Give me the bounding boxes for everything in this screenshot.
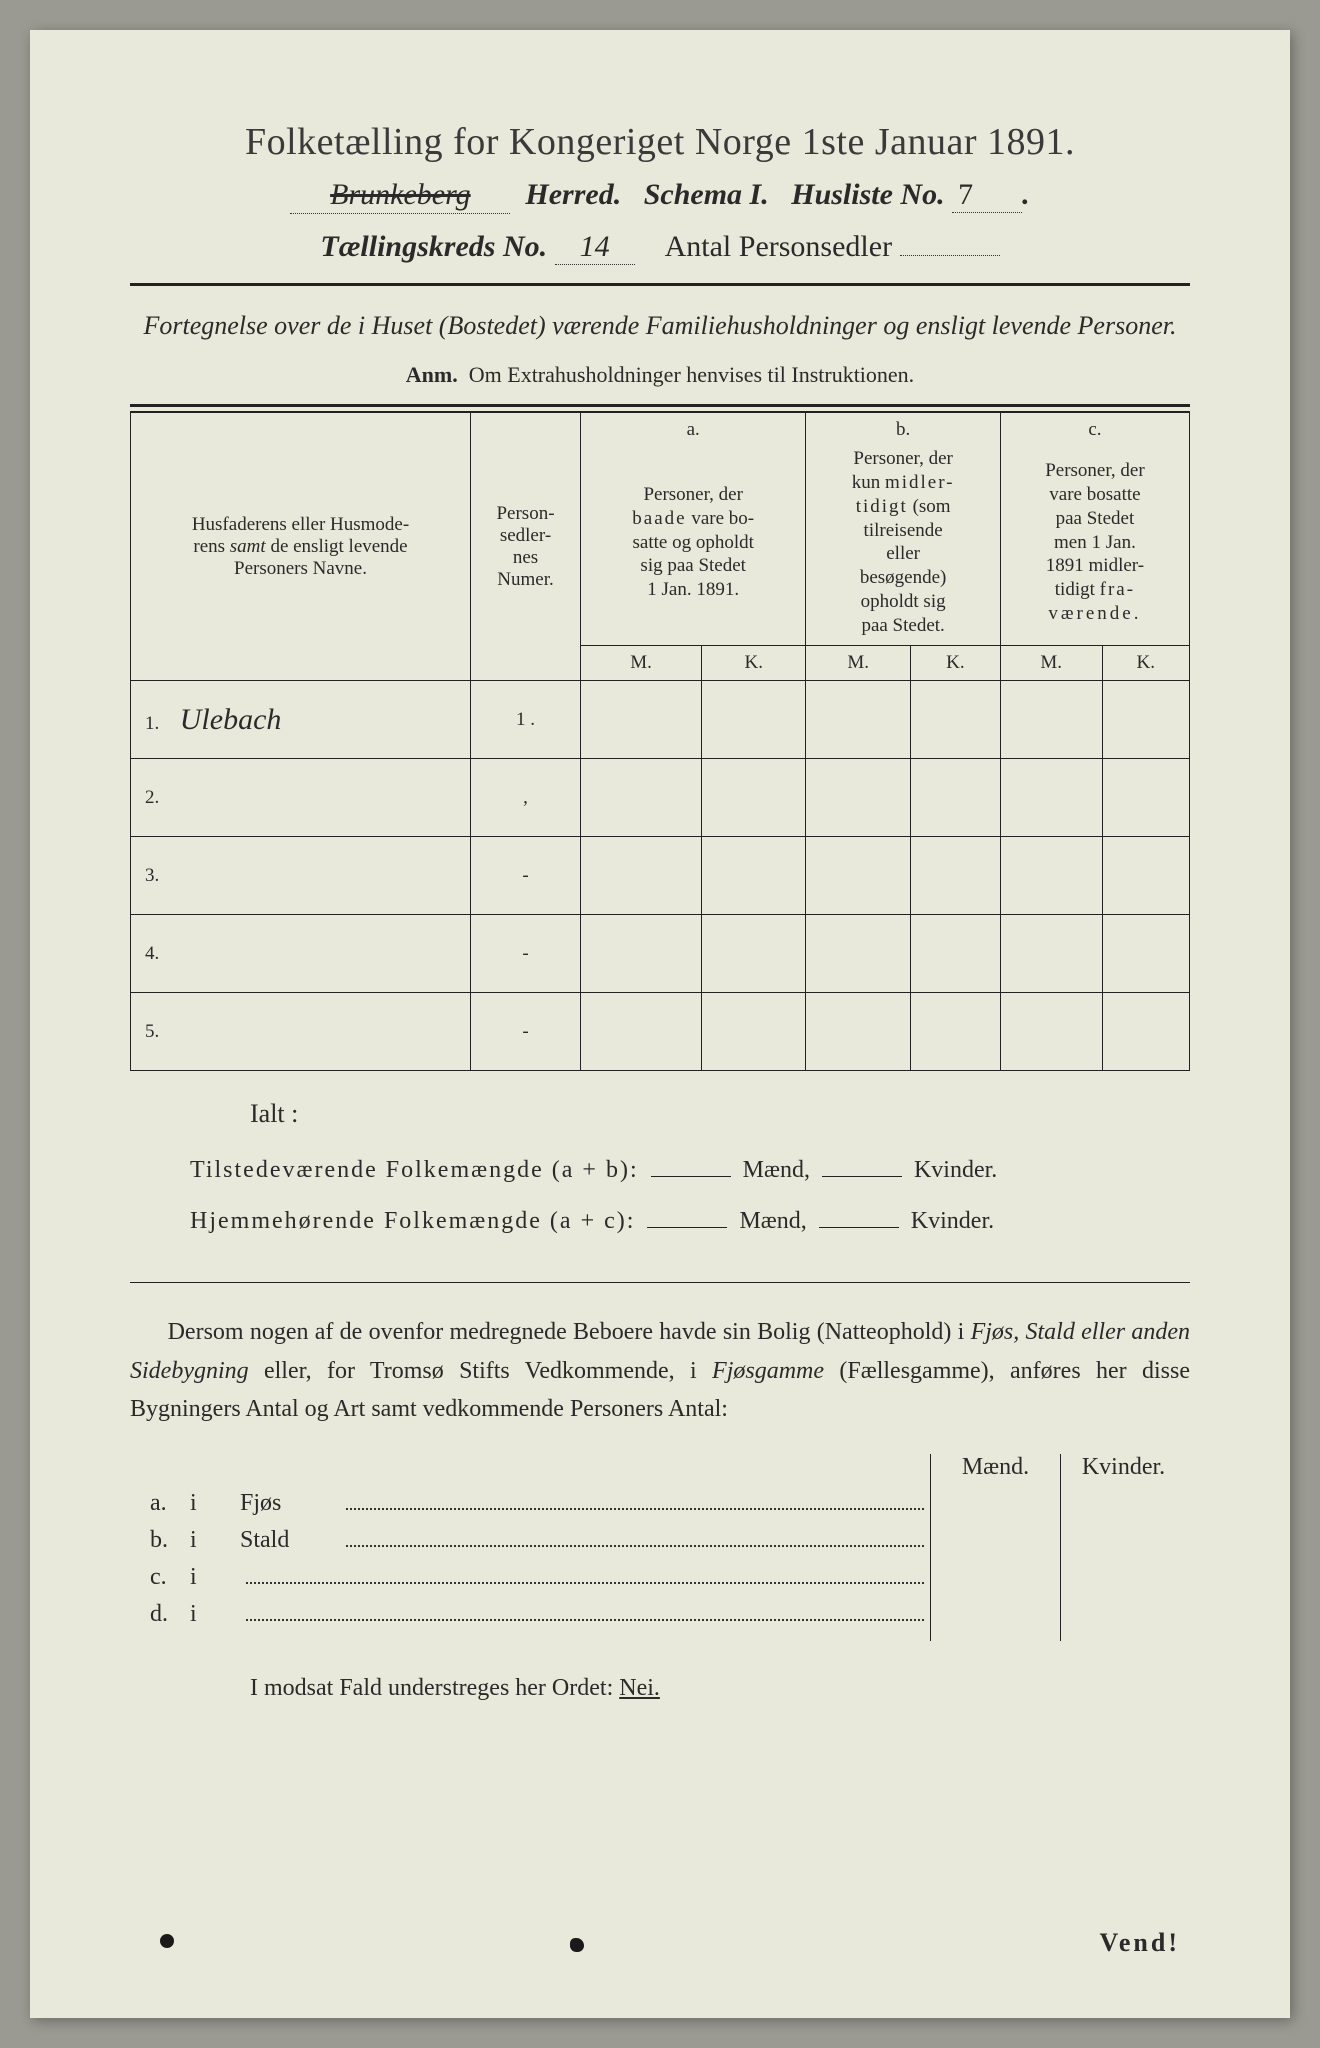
abcd-row-b: b. i Stald (130, 1523, 930, 1554)
row-2-numer: , (471, 759, 581, 837)
abcd-block: a. i Fjøs b. i Stald c. i d. i (130, 1454, 1190, 1641)
modsat-line: I modsat Fald understreges her Ordet: Ne… (250, 1675, 1190, 1702)
margin-handwriting: Kv. (0, 80, 1, 117)
ialt-label: Ialt : (250, 1099, 1190, 1129)
ink-blot-icon (570, 1938, 584, 1952)
husliste-value: 7 (952, 178, 1022, 213)
rule-mid (130, 1282, 1190, 1283)
census-form-page: Kv. Folketælling for Kongeriget Norge 1s… (30, 30, 1290, 2018)
husliste-label: Husliste No. (791, 178, 944, 211)
schema-label: Schema I. (644, 178, 769, 211)
antal-value (900, 255, 1000, 256)
abcd-row-a: a. i Fjøs (130, 1486, 930, 1517)
row-4-numer: - (471, 915, 581, 993)
table-row: 3. - (131, 837, 1190, 915)
main-table: Husfaderens eller Husmode-rens samt de e… (130, 412, 1190, 1071)
abcd-header-m: Mænd. (930, 1454, 1060, 1481)
header-line-3: Tællingskreds No. 14 Antal Personsedler (130, 230, 1190, 265)
row-1-name: Ulebach (180, 703, 282, 736)
group-a-desc: Personer, derbaade vare bo-satte og opho… (581, 443, 806, 646)
col-names-header: Husfaderens eller Husmode-rens samt de e… (131, 413, 471, 681)
dersom-paragraph: Dersom nogen af de ovenfor medregnede Be… (130, 1313, 1190, 1428)
abcd-header-k: Kvinder. (1060, 1454, 1190, 1481)
col-a-k: K. (702, 646, 806, 681)
group-c-desc: Personer, dervare bosattepaa Stedetmen 1… (1000, 443, 1189, 646)
sum2-label: Hjemmehørende Folkemængde (a + c): (190, 1208, 635, 1234)
group-b-letter: b. (806, 413, 1000, 444)
row-3-numer: - (471, 837, 581, 915)
row-5-numer: - (471, 993, 581, 1071)
table-row: 1. Ulebach 1 . (131, 681, 1190, 759)
abcd-row-c: c. i (130, 1560, 930, 1591)
header-line-2: Brunkeberg Herred. Schema I. Husliste No… (130, 178, 1190, 214)
herred-label: Herred. (525, 178, 621, 211)
table-top-rule-1 (130, 404, 1190, 407)
nei-underlined: Nei. (619, 1675, 660, 1701)
ink-blot-icon (160, 1934, 174, 1948)
table-row: 5. - (131, 993, 1190, 1071)
table-row: 2. , (131, 759, 1190, 837)
col-c-m: M. (1000, 646, 1102, 681)
page-title: Folketælling for Kongeriget Norge 1ste J… (130, 120, 1190, 164)
col-b-m: M. (806, 646, 911, 681)
antal-label: Antal Personsedler (665, 230, 892, 263)
table-row: 4. - (131, 915, 1190, 993)
anm-note: Anm. Om Extrahusholdninger henvises til … (130, 362, 1190, 388)
col-numer-header: Person-sedler-nesNumer. (471, 413, 581, 681)
col-a-m: M. (581, 646, 702, 681)
fortegnelse-heading: Fortegnelse over de i Huset (Bostedet) v… (130, 308, 1190, 344)
kreds-value: 14 (555, 230, 635, 265)
group-a-letter: a. (581, 413, 806, 444)
abcd-row-d: d. i (130, 1597, 930, 1628)
herred-value: Brunkeberg (290, 178, 510, 214)
row-1-numer: 1 . (471, 681, 581, 759)
group-b-desc: Personer, derkun midler-tidigt (somtilre… (806, 443, 1000, 646)
summary-lines: Tilstedeværende Folkemængde (a + b): Mæn… (190, 1145, 1190, 1246)
col-b-k: K. (910, 646, 1000, 681)
rule-1 (130, 283, 1190, 286)
vend-label: Vend! (1099, 1928, 1180, 1958)
kreds-label: Tællingskreds No. (320, 230, 547, 263)
sum1-label: Tilstedeværende Folkemængde (a + b): (190, 1157, 639, 1183)
col-c-k: K. (1102, 646, 1189, 681)
group-c-letter: c. (1000, 413, 1189, 444)
